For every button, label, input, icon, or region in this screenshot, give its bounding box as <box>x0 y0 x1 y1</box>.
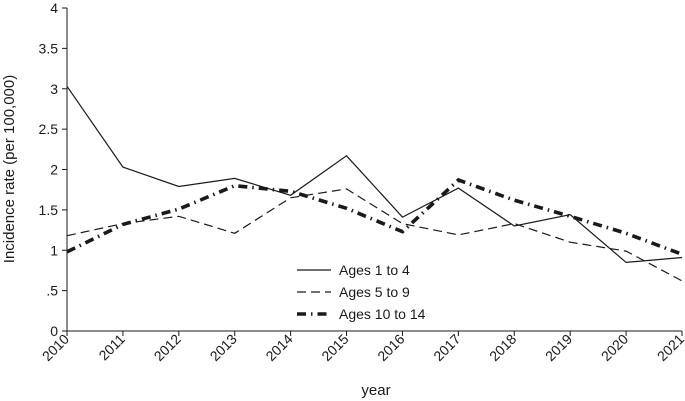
y-tick-label: .5 <box>46 283 58 299</box>
legend-label-1: Ages 1 to 4 <box>339 262 410 278</box>
y-tick-label: 3.5 <box>39 40 59 56</box>
y-axis-title: Incidence rate (per 100,000) <box>1 75 18 263</box>
legend: Ages 1 to 4 Ages 5 to 9 Ages 10 to 14 <box>297 262 426 322</box>
y-tick-label: 4 <box>50 0 58 16</box>
x-axis-title: year <box>361 382 390 399</box>
y-tick-label: 3 <box>50 81 58 97</box>
x-tick-label: 2021 <box>654 331 685 364</box>
legend-label-3: Ages 10 to 14 <box>339 306 426 322</box>
y-tick-label: 2 <box>50 162 58 178</box>
y-axis-ticks: 0 .5 1 1.5 2 2.5 3 3.5 4 <box>39 0 67 339</box>
y-tick-label: 2.5 <box>39 121 59 137</box>
series-line-2 <box>66 188 683 282</box>
series-layer <box>66 85 683 282</box>
series-line-1 <box>66 85 683 264</box>
y-tick-label: 1.5 <box>39 202 59 218</box>
legend-label-2: Ages 5 to 9 <box>339 284 410 300</box>
y-tick-label: 1 <box>50 242 58 258</box>
x-axis-ticks: 2010 2011 2012 2013 2014 2015 2016 2017 2018 2019… <box>39 331 685 364</box>
series-line-3 <box>66 177 683 256</box>
y-tick-label: 0 <box>50 323 58 339</box>
